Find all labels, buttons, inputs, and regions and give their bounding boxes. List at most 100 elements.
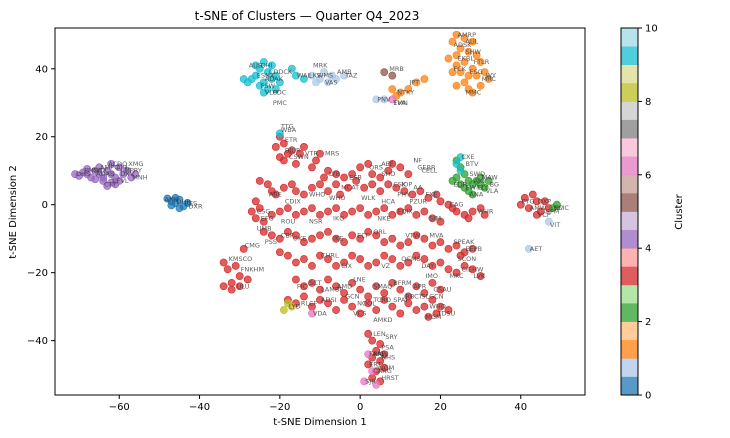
data-point-cluster-9 bbox=[263, 68, 272, 77]
colorbar-tick-label: 2 bbox=[645, 317, 651, 328]
data-point-cluster-1 bbox=[340, 71, 348, 80]
data-point-cluster-3 bbox=[524, 204, 533, 213]
point-label: DXR bbox=[189, 202, 203, 210]
point-label: TCRO bbox=[372, 296, 391, 304]
x-tick-label: 20 bbox=[434, 402, 447, 413]
data-point-cluster-3 bbox=[368, 336, 377, 345]
data-point-cluster-3 bbox=[408, 190, 417, 199]
data-point-cluster-3 bbox=[344, 183, 353, 192]
point-label: EPM bbox=[546, 208, 560, 216]
data-point-cluster-3 bbox=[324, 166, 332, 175]
point-label: AUS bbox=[249, 61, 262, 69]
data-point-cluster-3 bbox=[308, 261, 316, 270]
point-label: SRY bbox=[385, 333, 397, 341]
point-label: VLO bbox=[265, 89, 278, 97]
x-tick-label: 0 bbox=[357, 402, 363, 413]
data-point-cluster-3 bbox=[279, 156, 288, 165]
data-point-cluster-1 bbox=[380, 95, 389, 104]
data-point-cluster-1 bbox=[328, 71, 336, 80]
point-label: BES bbox=[184, 200, 197, 208]
data-point-cluster-3 bbox=[412, 306, 421, 314]
data-point-cluster-3 bbox=[316, 210, 324, 219]
point-label: SJR bbox=[365, 377, 376, 385]
point-label: GCN bbox=[345, 292, 360, 300]
data-point-cluster-3 bbox=[532, 197, 541, 206]
data-point-cluster-1 bbox=[524, 244, 533, 253]
data-point-cluster-3 bbox=[404, 258, 413, 267]
data-point-cluster-3 bbox=[516, 200, 525, 209]
data-point-cluster-3 bbox=[364, 329, 373, 338]
point-label: ABE bbox=[269, 191, 282, 199]
point-label: QRL bbox=[373, 228, 387, 236]
data-point-cluster-6 bbox=[388, 71, 397, 80]
data-point-cluster-3 bbox=[332, 234, 340, 243]
data-point-cluster-3 bbox=[428, 295, 437, 304]
data-point-cluster-5 bbox=[91, 175, 100, 184]
data-point-cluster-3 bbox=[271, 143, 280, 151]
data-point-cluster-3 bbox=[356, 309, 365, 318]
data-point-cluster-3 bbox=[396, 207, 405, 216]
data-point-cluster-3 bbox=[464, 214, 473, 223]
point-label: PZUR bbox=[409, 197, 427, 205]
data-point-cluster-5 bbox=[111, 180, 120, 189]
data-point-cluster-3 bbox=[444, 265, 453, 274]
point-label: ETR bbox=[285, 136, 298, 144]
point-label: WMS bbox=[317, 72, 333, 80]
data-point-cluster-9 bbox=[267, 61, 276, 70]
point-label: SHW bbox=[466, 48, 482, 56]
data-point-cluster-3 bbox=[308, 183, 316, 192]
colorbar-band bbox=[621, 46, 638, 65]
data-point-cluster-5 bbox=[95, 163, 104, 172]
data-point-cluster-3 bbox=[436, 238, 445, 246]
colorbar-band bbox=[621, 376, 638, 396]
point-label: TVA bbox=[392, 99, 406, 107]
data-point-cluster-3 bbox=[452, 241, 461, 250]
data-point-cluster-2 bbox=[456, 44, 465, 53]
point-label: DXV bbox=[120, 170, 134, 178]
data-point-cluster-3 bbox=[348, 251, 357, 260]
point-label: HCA bbox=[381, 197, 395, 205]
data-point-cluster-3 bbox=[404, 170, 413, 179]
point-label: AWX bbox=[92, 167, 108, 175]
data-point-cluster-3 bbox=[364, 210, 373, 219]
data-point-cluster-3 bbox=[308, 234, 316, 243]
data-point-cluster-3 bbox=[219, 282, 228, 291]
data-point-cluster-5 bbox=[103, 182, 112, 190]
data-point-cluster-3 bbox=[388, 255, 397, 263]
data-point-cluster-0 bbox=[175, 204, 184, 213]
data-point-cluster-3 bbox=[275, 248, 284, 257]
data-point-cluster-3 bbox=[292, 187, 300, 196]
point-label: SMAQ bbox=[373, 282, 392, 290]
point-label: ESNX bbox=[257, 72, 275, 80]
data-point-cluster-3 bbox=[300, 292, 308, 301]
data-point-cluster-3 bbox=[360, 183, 369, 192]
point-label: IKE bbox=[333, 235, 343, 243]
data-point-cluster-2 bbox=[452, 61, 461, 70]
data-point-cluster-3 bbox=[340, 210, 348, 219]
data-point-cluster-9 bbox=[452, 160, 461, 168]
data-point-cluster-3 bbox=[340, 173, 348, 182]
point-label: CSWN bbox=[289, 153, 309, 161]
point-label: OKE bbox=[293, 235, 307, 243]
data-point-cluster-3 bbox=[259, 217, 268, 226]
data-point-cluster-3 bbox=[243, 275, 252, 284]
data-point-cluster-9 bbox=[255, 81, 264, 90]
plot-frame bbox=[54, 27, 586, 396]
data-point-cluster-3 bbox=[352, 177, 361, 185]
data-point-cluster-3 bbox=[412, 231, 421, 240]
point-label: MRS bbox=[325, 150, 339, 158]
data-point-cluster-1 bbox=[372, 95, 381, 104]
chart-title: t-SNE of Clusters — Quarter Q4_2023 bbox=[195, 9, 420, 23]
data-point-cluster-3 bbox=[332, 180, 340, 189]
data-point-cluster-7 bbox=[368, 367, 377, 376]
data-point-cluster-3 bbox=[356, 204, 365, 213]
data-point-cluster-5 bbox=[115, 163, 124, 172]
data-point-cluster-2 bbox=[472, 71, 481, 80]
data-point-cluster-9 bbox=[275, 129, 284, 138]
point-label: VIT bbox=[550, 221, 560, 229]
data-point-cluster-9 bbox=[456, 166, 465, 175]
point-label: ECF bbox=[357, 231, 370, 239]
data-point-cluster-3 bbox=[420, 255, 429, 263]
point-label: AMPC bbox=[100, 163, 119, 171]
data-point-cluster-3 bbox=[468, 265, 477, 274]
